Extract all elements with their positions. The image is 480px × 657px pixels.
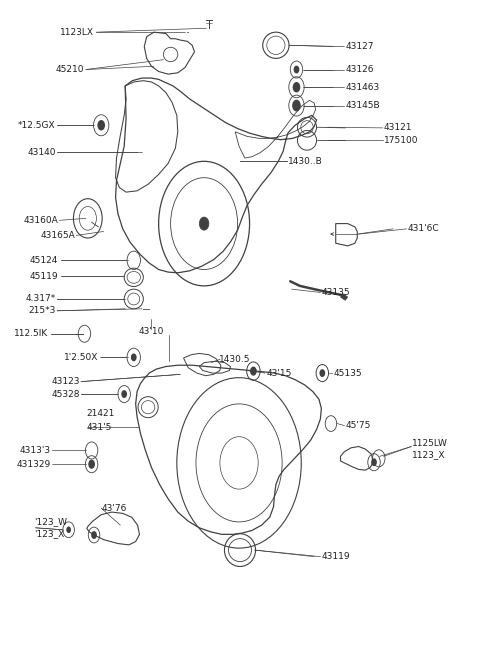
Circle shape bbox=[91, 531, 97, 539]
Text: 45124: 45124 bbox=[30, 256, 58, 265]
Text: 175100: 175100 bbox=[384, 136, 418, 145]
Circle shape bbox=[292, 100, 301, 112]
Circle shape bbox=[293, 82, 300, 93]
Text: 43121: 43121 bbox=[384, 124, 412, 132]
Text: 43145B: 43145B bbox=[345, 101, 380, 110]
Text: 43119: 43119 bbox=[322, 552, 350, 561]
Text: 45135: 45135 bbox=[333, 369, 362, 378]
Text: 4313'3: 4313'3 bbox=[20, 446, 51, 455]
Text: 431'5: 431'5 bbox=[87, 423, 112, 432]
Text: 431463: 431463 bbox=[345, 83, 380, 92]
Text: 4.317*: 4.317* bbox=[25, 294, 56, 304]
Circle shape bbox=[199, 217, 209, 230]
Text: '123_W: '123_W bbox=[34, 518, 67, 526]
Text: '123_X: '123_X bbox=[34, 529, 64, 538]
Text: 43'76: 43'76 bbox=[101, 504, 127, 512]
Text: 45210: 45210 bbox=[56, 65, 84, 74]
Text: 45328: 45328 bbox=[51, 390, 80, 399]
Text: 1430.5: 1430.5 bbox=[218, 355, 250, 364]
Text: 43140: 43140 bbox=[27, 148, 56, 156]
Circle shape bbox=[294, 66, 300, 74]
Text: 43127: 43127 bbox=[345, 42, 374, 51]
Text: 43'15: 43'15 bbox=[266, 369, 292, 378]
Circle shape bbox=[320, 369, 325, 377]
Polygon shape bbox=[340, 294, 348, 300]
Text: 43'10: 43'10 bbox=[139, 327, 164, 336]
Text: 1'2.50X: 1'2.50X bbox=[64, 353, 99, 362]
Text: *12.5GX: *12.5GX bbox=[18, 121, 56, 130]
Text: 43165A: 43165A bbox=[40, 231, 75, 240]
Text: 43135: 43135 bbox=[322, 288, 350, 297]
Text: 112.5lK: 112.5lK bbox=[14, 329, 48, 338]
Text: 43123: 43123 bbox=[51, 377, 80, 386]
Text: 1125LW: 1125LW bbox=[412, 439, 448, 447]
Text: 431329: 431329 bbox=[17, 460, 51, 468]
Text: 43160A: 43160A bbox=[24, 215, 58, 225]
Text: 43126: 43126 bbox=[345, 65, 374, 74]
Circle shape bbox=[66, 526, 71, 533]
Text: 1430..B: 1430..B bbox=[288, 157, 323, 166]
Text: 1123_X: 1123_X bbox=[412, 451, 446, 459]
Circle shape bbox=[371, 459, 377, 466]
Circle shape bbox=[121, 390, 127, 398]
Text: 45'75: 45'75 bbox=[345, 421, 371, 430]
Text: 1123LX: 1123LX bbox=[60, 28, 94, 37]
Text: 431'6C: 431'6C bbox=[408, 224, 439, 233]
Circle shape bbox=[88, 460, 95, 469]
Circle shape bbox=[250, 367, 257, 376]
Text: 45119: 45119 bbox=[29, 271, 58, 281]
Circle shape bbox=[131, 353, 137, 361]
Text: 21421: 21421 bbox=[87, 409, 115, 419]
Text: 215*3: 215*3 bbox=[28, 306, 56, 315]
Circle shape bbox=[97, 120, 105, 131]
